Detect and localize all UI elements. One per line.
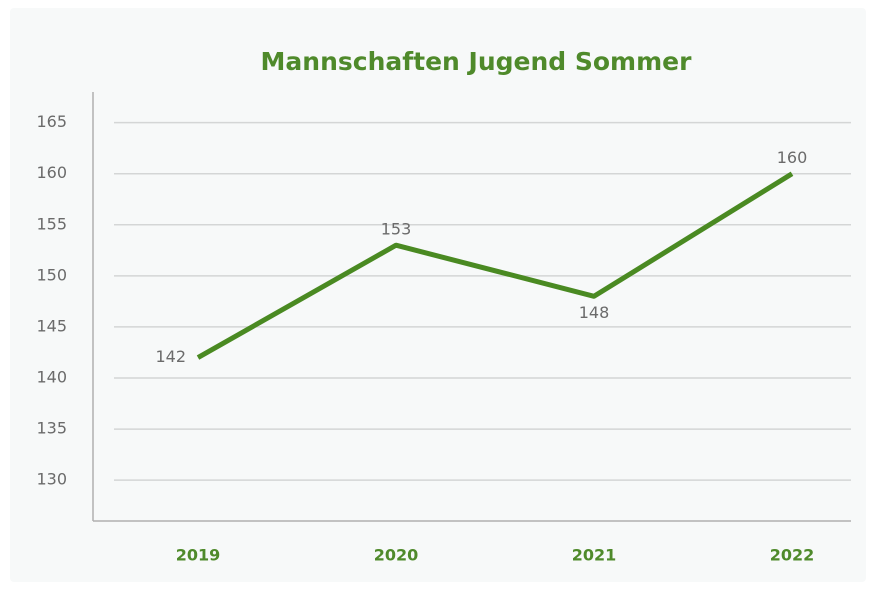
y-tick-label: 130 — [36, 470, 67, 489]
data-label: 142 — [155, 347, 186, 366]
chart-title: Mannschaften Jugend Sommer — [261, 47, 693, 76]
data-label: 153 — [381, 220, 412, 239]
y-tick-label: 140 — [36, 368, 67, 387]
x-tick-label: 2020 — [374, 546, 419, 565]
y-tick-label: 150 — [36, 265, 67, 284]
data-line — [196, 171, 794, 360]
y-tick-label: 145 — [36, 316, 67, 335]
x-tick-label: 2019 — [176, 546, 221, 565]
y-tick-label: 160 — [36, 163, 67, 182]
data-label: 160 — [777, 148, 808, 167]
y-tick-label: 155 — [36, 214, 67, 233]
y-tick-label: 165 — [36, 112, 67, 131]
data-label: 148 — [579, 303, 610, 322]
x-tick-label: 2022 — [770, 546, 815, 565]
y-tick-label: 135 — [36, 419, 67, 438]
x-tick-label: 2021 — [572, 546, 617, 565]
chart-background — [10, 8, 866, 582]
